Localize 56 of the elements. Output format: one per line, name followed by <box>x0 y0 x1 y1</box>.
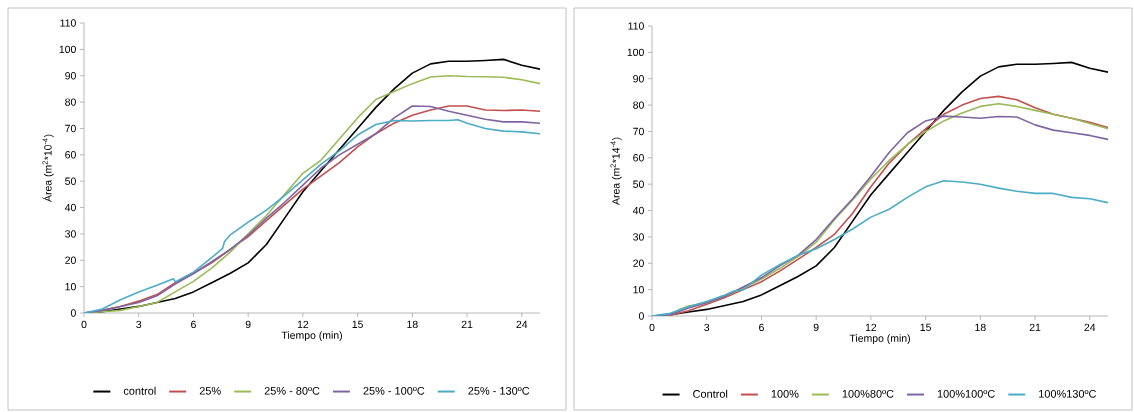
x-tick-label: 21 <box>461 320 473 328</box>
y-tick-label: 40 <box>64 203 76 212</box>
x-tick-label: 3 <box>704 323 710 332</box>
x-tick-label: 15 <box>352 320 363 328</box>
y-tick-label: 70 <box>65 124 76 133</box>
x-tick-label: 12 <box>297 320 309 328</box>
y-tick-label: 80 <box>633 101 644 109</box>
legend-label: 25% - 100ºC <box>363 386 425 395</box>
x-tick-label: 9 <box>245 320 251 329</box>
x-axis-title: Tiempo (min) <box>849 334 910 345</box>
y-tick-label: 10 <box>65 282 76 291</box>
y-tick-label: 0 <box>70 309 76 317</box>
y-tick-label: 100 <box>627 48 644 57</box>
y-tick-label: 100 <box>59 45 76 54</box>
x-tick-label: 0 <box>649 323 655 332</box>
x-tick-label: 0 <box>81 320 87 329</box>
x-tick-label: 18 <box>975 323 986 332</box>
y-tick-label: 90 <box>633 75 644 83</box>
y-tick-label: 60 <box>65 151 76 159</box>
y-tick-label: 60 <box>633 154 644 162</box>
legend-label: 25% - 130ºC <box>468 386 530 395</box>
legend-label: control <box>123 386 156 395</box>
legend-label: 100%130ºC <box>1039 389 1097 398</box>
y-tick-label: 80 <box>65 98 76 106</box>
x-tick-label: 12 <box>865 323 877 331</box>
x-tick-label: 6 <box>191 320 196 329</box>
x-tick-label: 9 <box>813 323 819 332</box>
y-tick-label: 70 <box>633 127 644 136</box>
x-tick-label: 24 <box>516 320 528 328</box>
legend-label: 100% <box>771 389 799 398</box>
x-tick-label: 21 <box>1029 323 1041 331</box>
y-tick-label: 50 <box>65 177 76 185</box>
y-tick-label: 90 <box>65 72 76 80</box>
y-tick-label: 20 <box>65 256 76 264</box>
y-tick-label: 50 <box>633 180 644 188</box>
x-tick-label: 24 <box>1084 323 1096 331</box>
legend-label: 25% - 80ºC <box>264 386 320 395</box>
y-axis-title: Área (m$^{2}$*10$^{-4}$) <box>42 134 54 202</box>
legend-label: 100%100ºC <box>937 389 995 398</box>
y-tick-label: 0 <box>638 312 644 320</box>
y-tick-label: 20 <box>633 259 644 267</box>
legend-label: Control <box>693 389 728 398</box>
x-tick-label: 6 <box>759 323 764 332</box>
y-tick-label: 110 <box>628 22 644 30</box>
x-tick-label: 3 <box>136 320 142 329</box>
y-tick-label: 110 <box>60 19 76 27</box>
y-tick-label: 10 <box>633 285 644 294</box>
x-axis-title: Tiempo (min) <box>281 331 342 342</box>
y-axis-title: Area (m$^{2}$*14$^{-4}$) <box>610 137 622 205</box>
y-tick-label: 30 <box>65 230 76 238</box>
y-tick-label: 30 <box>633 233 644 241</box>
y-tick-label: 40 <box>632 206 644 215</box>
x-tick-label: 18 <box>407 320 418 329</box>
legend-label: 100%80ºC <box>842 389 894 398</box>
legend-label: 25% <box>199 386 221 395</box>
x-tick-label: 15 <box>920 323 931 331</box>
